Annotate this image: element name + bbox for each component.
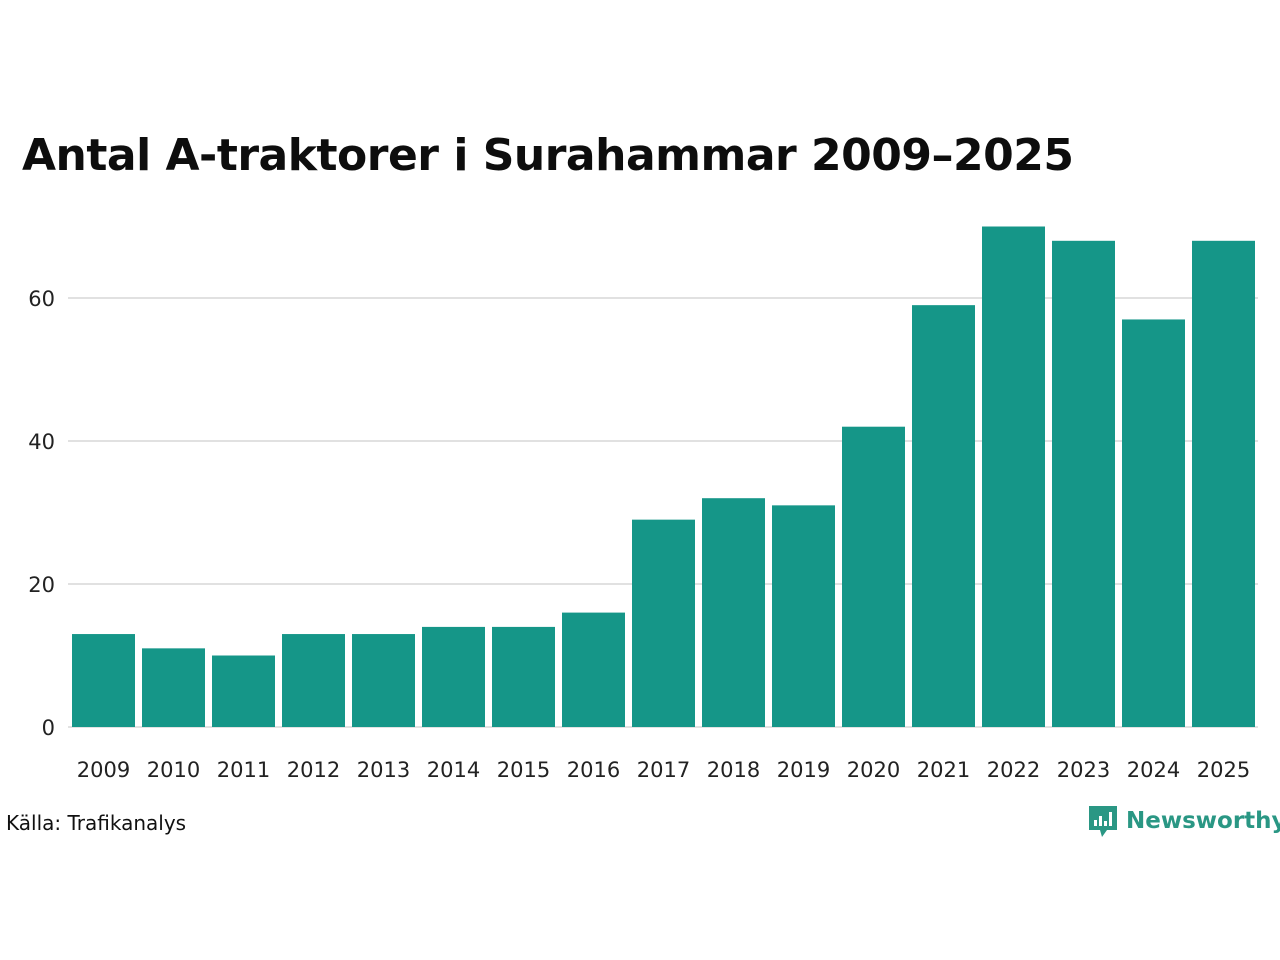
bar-2013 — [352, 634, 415, 727]
y-axis-ticks: 0 20 40 60 — [28, 287, 55, 740]
x-tick-label: 2015 — [497, 758, 550, 782]
bar-chart: 0 20 40 60 2009 2010 2011 2012 2013 2014 2015 2016… — [28, 226, 1258, 782]
x-tick-label: 2012 — [287, 758, 340, 782]
x-tick-label: 2009 — [77, 758, 130, 782]
x-tick-label: 2023 — [1057, 758, 1110, 782]
bar-2017 — [632, 519, 695, 727]
bar-2021 — [912, 305, 975, 727]
chart-title: Antal A-traktorer i Surahammar 2009–2025 — [22, 130, 1074, 181]
x-tick-label: 2013 — [357, 758, 410, 782]
bar-2020 — [842, 426, 905, 727]
x-tick-label: 2011 — [217, 758, 270, 782]
bar-2010 — [142, 648, 205, 727]
bar-2016 — [562, 612, 625, 727]
x-tick-label: 2019 — [777, 758, 830, 782]
bars — [72, 226, 1255, 728]
x-axis-ticks: 2009 2010 2011 2012 2013 2014 2015 2016 2017 2018… — [77, 758, 1250, 782]
y-tick-label: 20 — [28, 573, 55, 597]
y-tick-label: 40 — [28, 430, 55, 454]
bar-2025 — [1192, 240, 1255, 728]
bar-2024 — [1122, 319, 1185, 727]
bar-2014 — [422, 626, 485, 727]
brand-logo: Newsworthy — [1088, 803, 1280, 839]
x-tick-label: 2024 — [1127, 758, 1180, 782]
x-tick-label: 2014 — [427, 758, 480, 782]
x-tick-label: 2025 — [1197, 758, 1250, 782]
bar-2015 — [492, 626, 555, 727]
x-tick-label: 2018 — [707, 758, 760, 782]
bar-2012 — [282, 634, 345, 727]
y-tick-label: 0 — [42, 716, 55, 740]
x-tick-label: 2017 — [637, 758, 690, 782]
bar-2022 — [982, 226, 1045, 727]
x-tick-label: 2016 — [567, 758, 620, 782]
newsworthy-logo-icon — [1089, 806, 1117, 837]
bar-2019 — [772, 505, 835, 727]
bar-2018 — [702, 498, 765, 727]
bar-2023 — [1052, 240, 1115, 728]
source-note: Källa: Trafikanalys — [6, 811, 187, 835]
bar-2011 — [212, 655, 275, 727]
x-tick-label: 2022 — [987, 758, 1040, 782]
y-tick-label: 60 — [28, 287, 55, 311]
x-tick-label: 2020 — [847, 758, 900, 782]
bar-2009 — [72, 634, 135, 727]
x-tick-label: 2021 — [917, 758, 970, 782]
brand-name: Newsworthy — [1126, 808, 1280, 834]
x-tick-label: 2010 — [147, 758, 200, 782]
